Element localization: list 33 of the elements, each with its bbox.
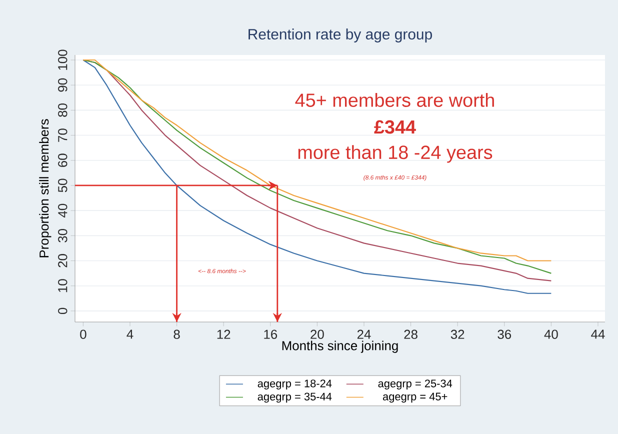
y-tick-label: 40 xyxy=(58,204,68,218)
chart-title: Retention rate by age group xyxy=(248,28,432,42)
annotation: more than 18 -24 years xyxy=(298,145,492,163)
y-tick-label: 100 xyxy=(58,50,68,70)
x-tick-label: 36 xyxy=(498,330,512,339)
x-tick-label: 20 xyxy=(310,330,324,339)
x-tick-label: 32 xyxy=(450,330,464,339)
x-tick-label: 0 xyxy=(80,330,86,339)
y-tick-label: 90 xyxy=(58,78,68,92)
x-tick-label: 40 xyxy=(544,330,558,339)
legend-label: agegrp = 35-44 xyxy=(258,392,332,403)
x-tick-label: 28 xyxy=(404,330,418,339)
x-tick-label: 8 xyxy=(174,330,180,339)
y-tick-label: 70 xyxy=(58,128,68,142)
x-tick-label: 44 xyxy=(591,330,605,339)
y-tick-label: 0 xyxy=(58,308,68,314)
annotation: 45+ members are worth xyxy=(295,93,494,107)
y-tick-label: 80 xyxy=(58,103,68,117)
annotation: £344 xyxy=(374,120,416,134)
legend-label: agegrp = 25-34 xyxy=(378,380,452,390)
legend-label: agegrp = 45+ xyxy=(382,392,448,403)
x-tick-label: 24 xyxy=(357,330,371,339)
legend-label: agegrp = 18-24 xyxy=(258,380,332,390)
x-tick-label: 4 xyxy=(126,330,134,339)
x-axis-title: Months since joining xyxy=(282,340,398,353)
y-tick-label: 20 xyxy=(58,254,68,268)
y-tick-label: 30 xyxy=(58,228,68,242)
x-tick-label: 16 xyxy=(264,330,278,339)
y-tick-label: 50 xyxy=(58,178,68,192)
y-tick-label: 10 xyxy=(58,279,68,292)
y-tick-label: 60 xyxy=(58,154,68,167)
x-tick-label: 12 xyxy=(217,330,230,339)
y-axis-title: Proportion still members xyxy=(39,119,52,258)
